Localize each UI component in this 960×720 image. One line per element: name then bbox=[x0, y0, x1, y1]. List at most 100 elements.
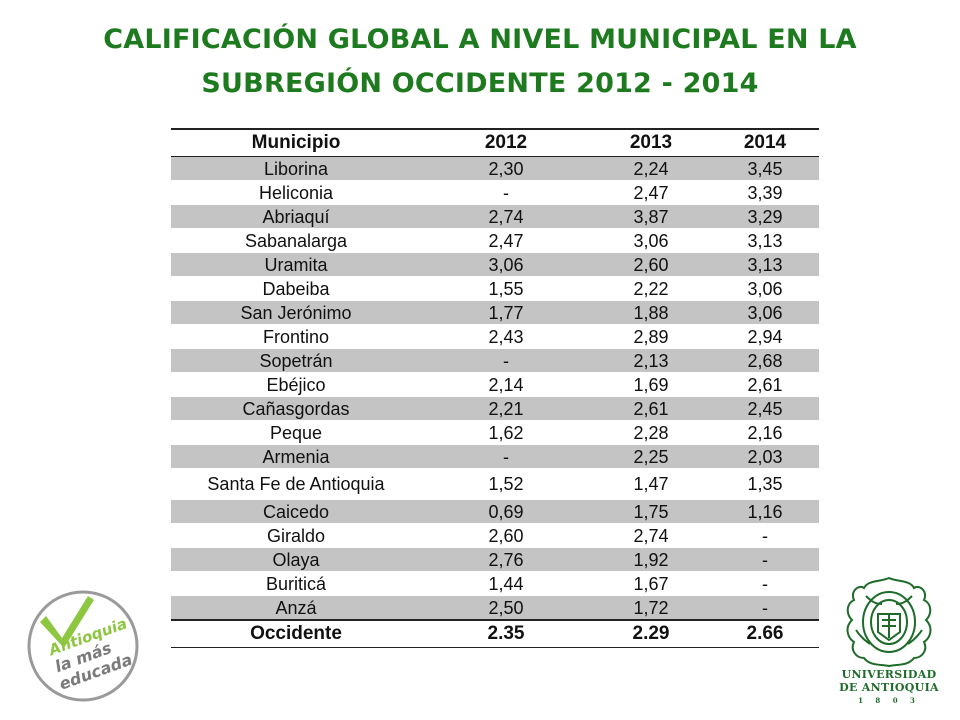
cell-score-2014: - bbox=[711, 523, 819, 548]
cell-score-2012: 2,60 bbox=[421, 523, 591, 548]
table-row: Buriticá 1,44 1,67- bbox=[171, 571, 819, 596]
table-row: Peque 1,62 2,28 2,16 bbox=[171, 420, 819, 445]
cell-municipio: Sopetrán bbox=[171, 348, 421, 373]
cell-score-2014: 3,13 bbox=[711, 228, 819, 253]
cell-score-2012: 2,50 bbox=[421, 595, 591, 621]
slide-title-line-1: CALIFICACIÓN GLOBAL A NIVEL MUNICIPAL EN… bbox=[103, 24, 857, 55]
cell-score-2012: - bbox=[421, 180, 591, 205]
table-row: Abriaquí 2,74 3,87 3,29 bbox=[171, 204, 819, 229]
cell-municipio: Ebéjico bbox=[171, 372, 421, 397]
table-row: Armenia -2,25 2,03 bbox=[171, 444, 819, 469]
table-row: Dabeiba 1,55 2,22 3,06 bbox=[171, 276, 819, 301]
cell-score-2013: 2,25 bbox=[591, 444, 711, 469]
header-2013: 2013 bbox=[591, 128, 711, 157]
cell-score-2012: 3,06 bbox=[421, 252, 591, 277]
cell-municipio: Abriaquí bbox=[171, 204, 421, 229]
cell-score-2014: 2,16 bbox=[711, 420, 819, 445]
cell-score-2012: 2,74 bbox=[421, 204, 591, 229]
cell-score-2014: 3,06 bbox=[711, 300, 819, 325]
cell-score-2012: 1,77 bbox=[421, 300, 591, 325]
checkmark-icon bbox=[40, 596, 94, 648]
cell-score-2013: 1,47 bbox=[591, 468, 711, 500]
cell-score-2012: 1,44 bbox=[421, 571, 591, 596]
cell-score-2014: 3,29 bbox=[711, 204, 819, 229]
table-row: Giraldo 2,60 2,74- bbox=[171, 523, 819, 548]
cell-score-2012: 2,30 bbox=[421, 156, 591, 181]
cell-score-2014: 1,35 bbox=[711, 468, 819, 500]
table-header-row: Municipio 2012 2013 2014 bbox=[171, 128, 819, 157]
cell-score-2014: 3,39 bbox=[711, 180, 819, 205]
table-row: Sabanalarga 2,47 3,06 3,13 bbox=[171, 228, 819, 253]
cell-score-2013: 3,06 bbox=[591, 228, 711, 253]
header-2014: 2014 bbox=[711, 128, 819, 157]
cell-score-2014: - bbox=[711, 571, 819, 596]
cell-municipio: Dabeiba bbox=[171, 276, 421, 301]
cell-score-2014: 2,03 bbox=[711, 444, 819, 469]
university-seal-icon bbox=[846, 576, 932, 668]
cell-score-2014: 3,06 bbox=[711, 276, 819, 301]
cell-municipio: Caicedo bbox=[171, 499, 421, 524]
cell-score-2013: 2,28 bbox=[591, 420, 711, 445]
cell-score-2014: 2,61 bbox=[711, 372, 819, 397]
cell-score-2013: 2,13 bbox=[591, 348, 711, 373]
table-row: Liborina 2,30 2,24 3,45 bbox=[171, 156, 819, 181]
cell-municipio: Olaya bbox=[171, 547, 421, 572]
cell-municipio: Peque bbox=[171, 420, 421, 445]
cell-municipio: Armenia bbox=[171, 444, 421, 469]
table-row: Ebéjico 2,14 1,69 2,61 bbox=[171, 372, 819, 397]
table-row: San Jerónimo 1,77 1,88 3,06 bbox=[171, 300, 819, 325]
table-row: Cañasgordas 2,21 2,61 2,45 bbox=[171, 396, 819, 421]
cell-score-2012: - bbox=[421, 444, 591, 469]
cell-score-2013: 1,72 bbox=[591, 595, 711, 621]
table-row: Caicedo 0,69 1,75 1,16 bbox=[171, 499, 819, 524]
cell-municipio: Heliconia bbox=[171, 180, 421, 205]
total-2012: 2.35 bbox=[421, 619, 591, 648]
cell-municipio: Uramita bbox=[171, 252, 421, 277]
cell-score-2012: 1,62 bbox=[421, 420, 591, 445]
cell-score-2012: 1,52 bbox=[421, 468, 591, 500]
cell-municipio: Cañasgordas bbox=[171, 396, 421, 421]
slide-title: CALIFICACIÓN GLOBAL A NIVEL MUNICIPAL EN… bbox=[0, 18, 960, 106]
cell-score-2012: - bbox=[421, 348, 591, 373]
cell-municipio: Buriticá bbox=[171, 571, 421, 596]
cell-score-2014: 2,94 bbox=[711, 324, 819, 349]
cell-municipio: Anzá bbox=[171, 595, 421, 621]
cell-score-2014: 2,45 bbox=[711, 396, 819, 421]
cell-score-2012: 2,21 bbox=[421, 396, 591, 421]
cell-score-2012: 1,55 bbox=[421, 276, 591, 301]
table-body: Liborina 2,30 2,24 3,45 Heliconia -2,47 3,39 Ab… bbox=[171, 156, 819, 621]
table-row: Sopetrán -2,13 2,68 bbox=[171, 348, 819, 373]
cell-score-2013: 2,47 bbox=[591, 180, 711, 205]
cell-score-2012: 2,47 bbox=[421, 228, 591, 253]
table-row: Uramita 3,06 2,60 3,13 bbox=[171, 252, 819, 277]
cell-score-2013: 1,67 bbox=[591, 571, 711, 596]
university-name-line-1: UNIVERSIDAD bbox=[841, 668, 937, 681]
cell-score-2013: 2,61 bbox=[591, 396, 711, 421]
cell-score-2014: - bbox=[711, 595, 819, 621]
total-2014: 2.66 bbox=[711, 619, 819, 648]
scores-table: Municipio 2012 2013 2014 Liborina 2,30 2,2… bbox=[171, 128, 819, 648]
cell-score-2013: 1,88 bbox=[591, 300, 711, 325]
cell-score-2014: 3,13 bbox=[711, 252, 819, 277]
cell-score-2014: 3,45 bbox=[711, 156, 819, 181]
table-row: Santa Fe de Antioquia 1,52 1,47 1,35 bbox=[171, 468, 819, 500]
cell-score-2014: 1,16 bbox=[711, 499, 819, 524]
cell-score-2014: - bbox=[711, 547, 819, 572]
antioquia-la-mas-educada-logo: Antioquia la más educada bbox=[27, 590, 139, 702]
cell-score-2013: 1,92 bbox=[591, 547, 711, 572]
table-row: Frontino 2,43 2,89 2,94 bbox=[171, 324, 819, 349]
cell-score-2012: 0,69 bbox=[421, 499, 591, 524]
cell-score-2013: 2,24 bbox=[591, 156, 711, 181]
table-row: Olaya 2,76 1,92- bbox=[171, 547, 819, 572]
cell-score-2013: 2,60 bbox=[591, 252, 711, 277]
cell-score-2012: 2,76 bbox=[421, 547, 591, 572]
cell-score-2014: 2,68 bbox=[711, 348, 819, 373]
cell-score-2013: 2,74 bbox=[591, 523, 711, 548]
header-municipio: Municipio bbox=[171, 128, 421, 157]
table-row: Anzá 2,50 1,72- bbox=[171, 595, 819, 621]
university-year: 1 8 0 3 bbox=[858, 696, 920, 705]
cell-score-2013: 1,75 bbox=[591, 499, 711, 524]
cell-municipio: Santa Fe de Antioquia bbox=[171, 468, 421, 500]
table-total-row: Occidente 2.35 2.29 2.66 bbox=[171, 619, 819, 648]
